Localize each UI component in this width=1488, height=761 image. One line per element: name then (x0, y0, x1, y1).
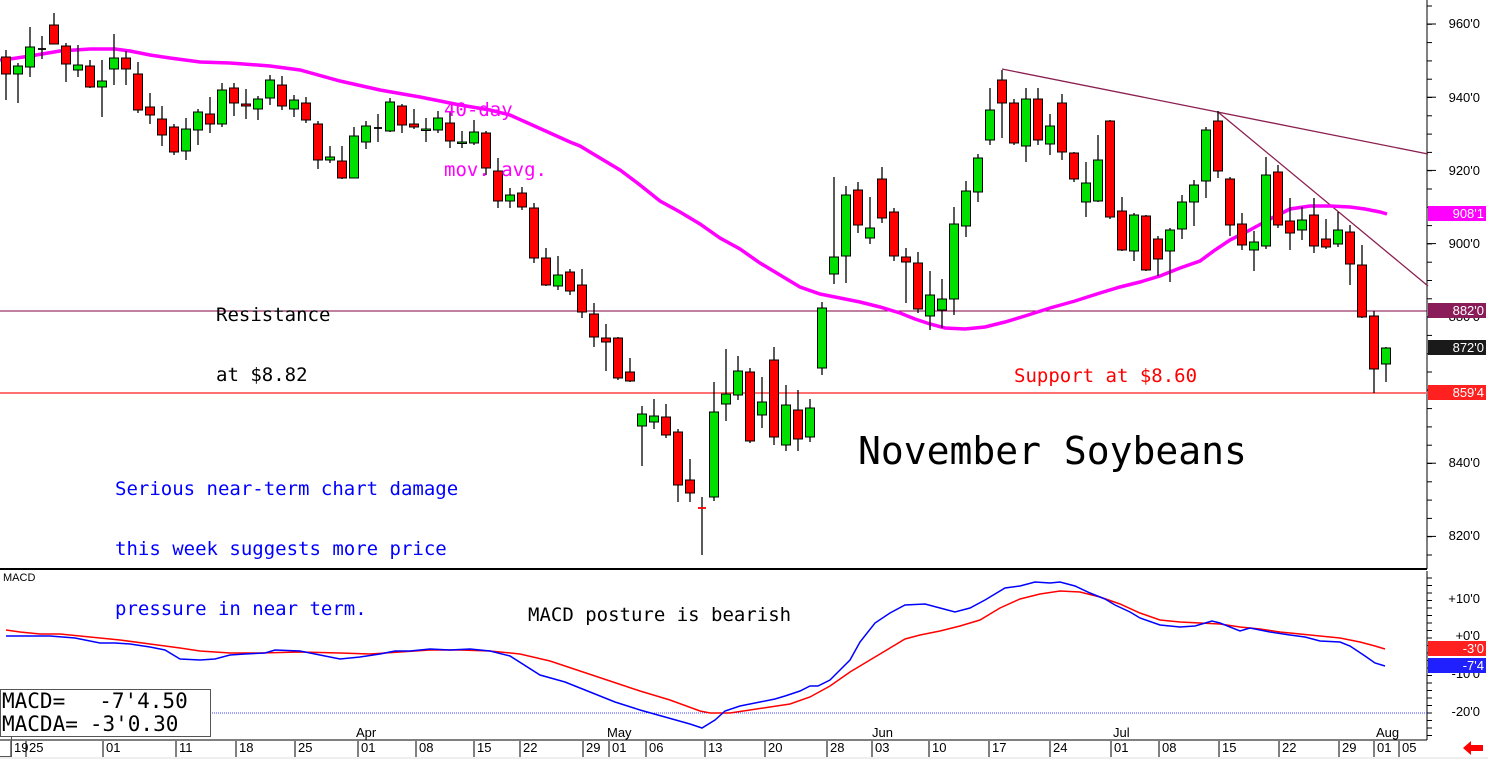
date-tick-label: 18 (239, 740, 254, 755)
date-tick-label: 10 (932, 740, 947, 755)
date-tick-label: 08 (1162, 740, 1177, 755)
date-tick-label: 01 (361, 740, 376, 755)
axis-ticks (1427, 5, 1436, 736)
resistance-label-line1: Resistance (216, 304, 331, 326)
resistance-label-line2: at $8.82 (216, 364, 308, 386)
trendlines (1001, 68, 1429, 287)
date-tick-label: 08 (419, 740, 434, 755)
macd-tick-zero: +0'0 (1455, 628, 1480, 643)
date-tick-label: 24 (1053, 740, 1068, 755)
date-tick-label: 01 (106, 740, 121, 755)
ma-annotation: 40-day mov. avg. (444, 60, 547, 200)
date-tick-label: 13 (708, 740, 723, 755)
ma-price-tag: 908'1 (1428, 206, 1486, 221)
month-jul: Jul (1113, 725, 1130, 740)
date-tick-label: 15 (1222, 740, 1237, 755)
resistance-price-tag: 882'0 (1428, 303, 1486, 318)
date-tick-label: 15 (477, 740, 492, 755)
date-tick-label: 25 (298, 740, 313, 755)
date-tick-label: 01 (612, 740, 627, 755)
support-price-tag: 859'4 (1428, 385, 1486, 400)
commentary-line1: Serious near-term chart damage (115, 478, 459, 500)
last-price-tag: 872'0 (1428, 340, 1486, 355)
support-annotation: Support at $8.60 (1014, 365, 1198, 387)
date-tick-label: 06 (649, 740, 664, 755)
commentary-line3: pressure in near term. (115, 598, 367, 620)
candlesticks (1, 13, 1391, 555)
y-tick-840: 840'0 (1448, 455, 1480, 470)
macd-tick-minus20: -20'0 (1451, 704, 1480, 719)
date-tick-label: 11 (179, 740, 193, 755)
resistance-annotation: Resistance at $8.82 (216, 265, 330, 405)
moving-average-line (0, 47, 1388, 331)
macd-line (6, 581, 1386, 729)
signal-value-tag: -3'0 (1428, 641, 1486, 656)
macd-panel-title: MACD (3, 572, 36, 584)
macd-readout-value: -7'4.50 (99, 689, 188, 713)
macda-readout-label: MACDA= (2, 712, 78, 736)
date-tick-label: 01 (1114, 740, 1129, 755)
month-jun: Jun (872, 725, 893, 740)
macd-annotation: MACD posture is bearish (528, 604, 792, 626)
date-tick-label: 22 (523, 740, 538, 755)
date-tick-label: 05 (1402, 740, 1417, 755)
commentary-line2: this week suggests more price (115, 538, 447, 560)
date-tick-label: 29 (586, 740, 601, 755)
month-may: May (607, 725, 632, 740)
y-tick-940: 940'0 (1448, 90, 1480, 105)
y-tick-920: 920'0 (1448, 163, 1480, 178)
macd-readout-label: MACD= (2, 689, 66, 713)
date-tick-label: 01 (1377, 740, 1392, 755)
date-tick-label: 17 (992, 740, 1007, 755)
scroll-left-arrow-icon[interactable] (1463, 741, 1483, 755)
month-apr: Apr (356, 725, 377, 740)
month-aug: Aug (1376, 725, 1400, 740)
macd-tick-plus10: +10'0 (1448, 591, 1480, 606)
date-tick-label: 03 (875, 740, 890, 755)
date-tick-label: 29 (1342, 740, 1357, 755)
date-tick-label: 28 (830, 740, 845, 755)
macd-value-tag: -7'4 (1428, 658, 1486, 673)
chart-title: November Soybeans (858, 429, 1247, 473)
y-tick-900: 900'0 (1448, 236, 1480, 251)
date-tick-label: 25 (29, 740, 44, 755)
y-tick-960: 960'0 (1448, 16, 1480, 31)
date-tick-label: 22 (1282, 740, 1297, 755)
macda-readout-value: -3'0.30 (89, 712, 179, 736)
date-tick-label: 20 (768, 740, 783, 755)
y-tick-820: 820'0 (1448, 528, 1480, 543)
date-tick-label: 19 (14, 740, 29, 755)
ma-label-line1: 40-day (444, 99, 513, 121)
date-ticks (10, 741, 1400, 757)
corner-box (0, 737, 12, 757)
commentary-annotation: Serious near-term chart damage this week… (115, 439, 458, 639)
macd-readout: MACD= -7'4.50 MACDA= -3'0.30 (0, 689, 211, 737)
ma-label-line2: mov. avg. (444, 159, 547, 181)
